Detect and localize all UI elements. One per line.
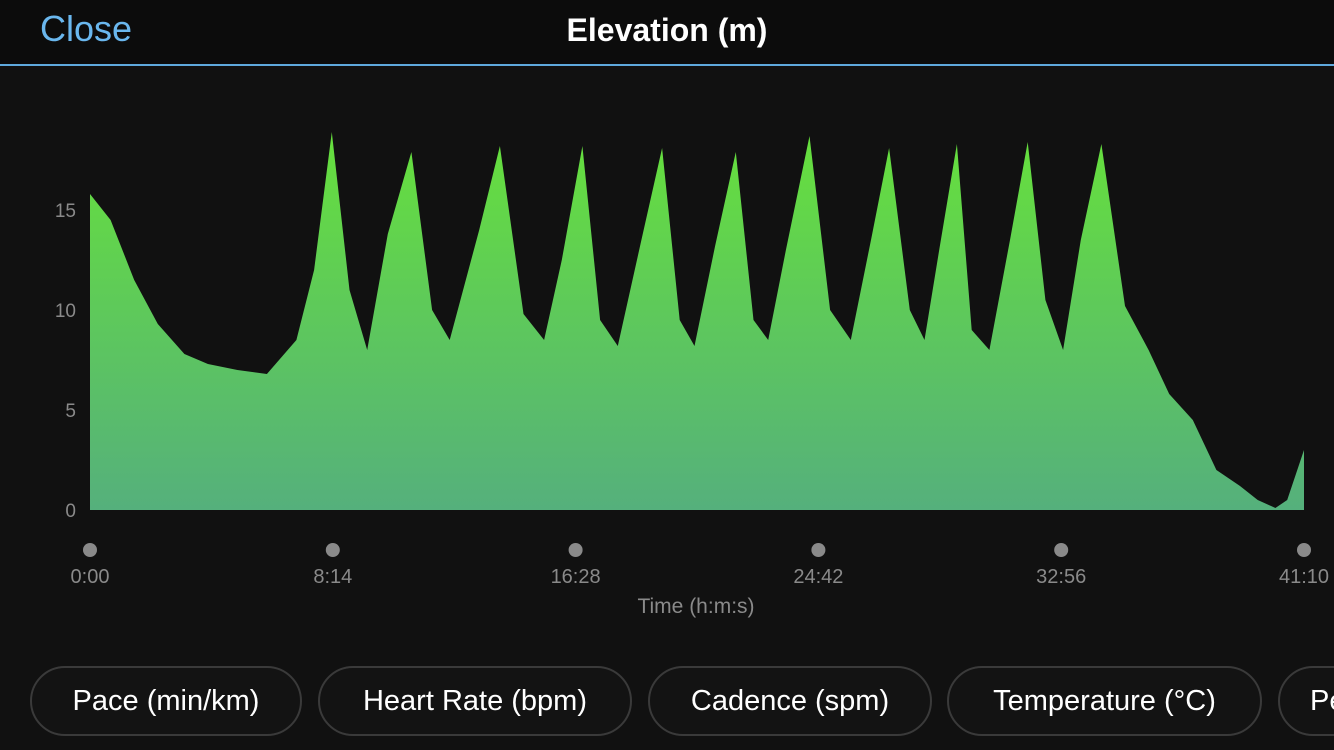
x-tick-dot [1297,543,1311,557]
elevation-chart: 0 5 10 15 0:00 8:14 16:28 24:42 32:56 41:10 Time … [55,132,1329,618]
x-tick-label: 0:00 [71,566,110,588]
close-button[interactable]: Close [40,8,133,49]
pace-pill[interactable]: Pace (min/km) [30,666,302,736]
y-tick-label: 0 [65,501,76,522]
metric-selector: Pace (min/km) Heart Rate (bpm) Cadence (… [0,666,1334,740]
x-tick-dot [1054,543,1069,557]
x-tick-dot [325,543,340,557]
y-tick-label: 5 [65,401,76,422]
y-tick-label: 10 [55,301,76,322]
next-metric-pill[interactable]: Pe [1278,666,1334,736]
elevation-area [90,132,1304,510]
x-tick-dot [568,543,583,557]
x-tick-dot [83,543,97,557]
top-bar: Close Elevation (m) [0,0,1334,66]
x-tick-label: 32:56 [1036,566,1086,588]
x-tick-label: 24:42 [793,566,843,588]
x-tick-label: 16:28 [551,566,601,588]
x-tick-label: 41:10 [1279,566,1329,588]
x-tick-label: 8:14 [313,566,352,588]
y-tick-label: 15 [55,201,76,222]
page-title: Elevation (m) [566,12,768,48]
cadence-pill[interactable]: Cadence (spm) [648,666,932,736]
heart-rate-pill[interactable]: Heart Rate (bpm) [318,666,632,736]
x-tick-dot [811,543,826,557]
temperature-pill[interactable]: Temperature (°C) [947,666,1262,736]
x-axis-label: Time (h:m:s) [637,595,754,618]
